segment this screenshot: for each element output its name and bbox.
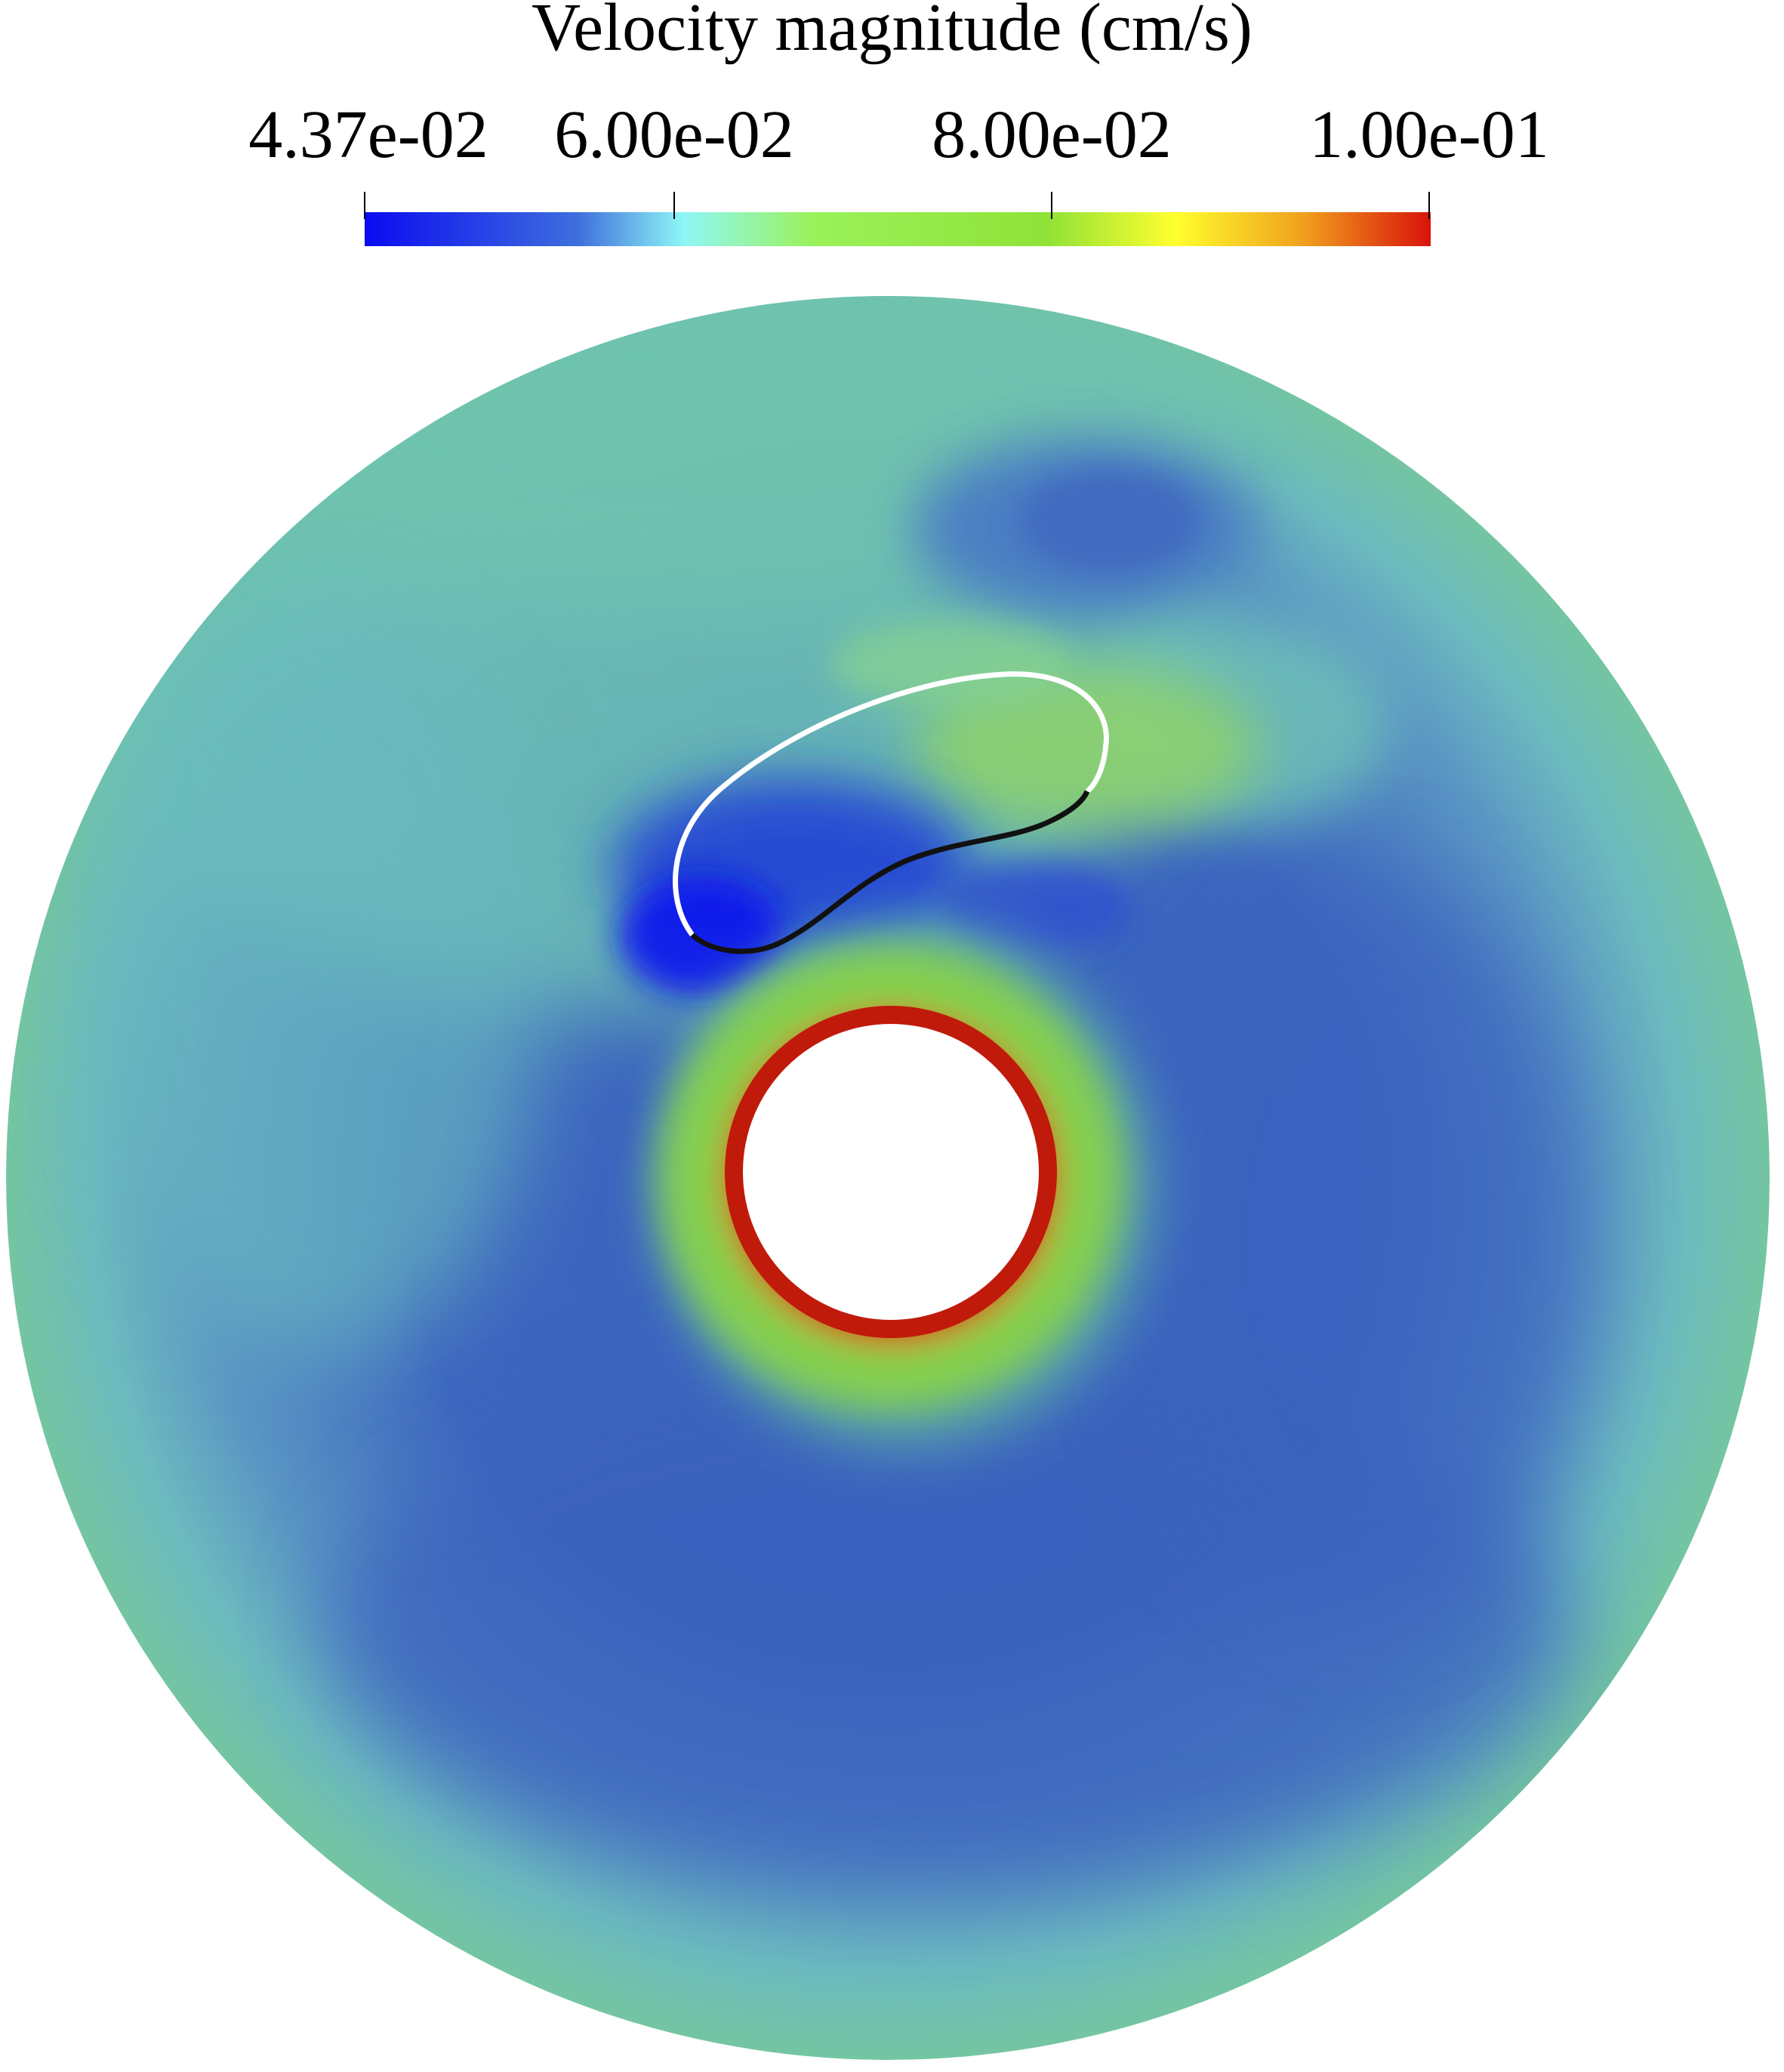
colorbar-tick-label: 6.00e-02 [554, 97, 794, 172]
flap-lower-surface [690, 790, 1090, 954]
inner-cylinder [743, 1024, 1039, 1320]
colorbar-tick-label: 1.00e-01 [1309, 97, 1549, 172]
colorbar-ramp [365, 212, 1431, 246]
flap-upper-surface [673, 671, 1109, 937]
colorbar-title: Velocity magnitude (cm/s) [532, 0, 1252, 65]
colorbar-tick-label: 4.37e-02 [248, 97, 488, 172]
colorbar [364, 192, 1431, 246]
colorbar-tick-label: 8.00e-02 [932, 97, 1172, 172]
